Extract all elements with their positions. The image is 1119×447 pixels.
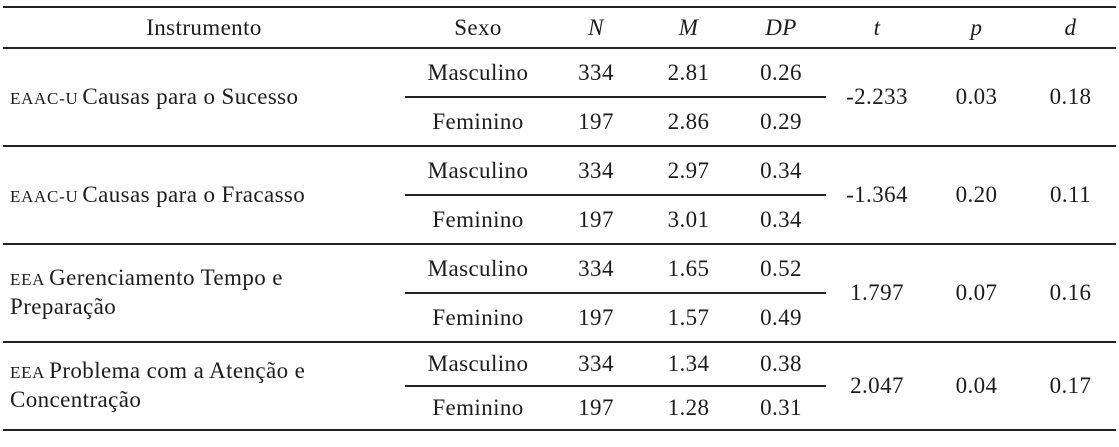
m-cell: 1.34 — [641, 342, 736, 387]
sexo-cell: Masculino — [405, 342, 551, 387]
instrument-name: Problema com a Atenção e Concentração — [10, 358, 306, 412]
column-header-n: N — [551, 7, 641, 49]
p-cell: 0.03 — [955, 84, 998, 109]
instrument-cell: EAAC-U Causas para o Fracasso — [3, 146, 405, 244]
column-header-p: p — [928, 7, 1025, 49]
n-cell: 334 — [551, 244, 641, 294]
instrument-abbr: EAAC-U — [10, 88, 79, 108]
d-cell: 0.11 — [1050, 182, 1091, 207]
statistics-table: Instrumento Sexo N M DP t p d EAAC-U Caus… — [3, 6, 1116, 431]
m-cell: 1.28 — [667, 395, 710, 420]
instrument-cell: EEA Problema com a Atenção e Concentração — [3, 342, 405, 430]
sexo-cell: Feminino — [432, 304, 524, 330]
p-cell: 0.20 — [955, 182, 998, 207]
dp-cell: 0.49 — [760, 304, 802, 330]
t-cell: 1.797 — [850, 280, 904, 305]
masculino-row: EAAC-U Causas para o Fracasso Masculino 3… — [3, 146, 1116, 207]
t-cell: 2.047 — [850, 373, 904, 398]
sexo-cell: Masculino — [405, 48, 551, 98]
feminino-row: Feminino 197 2.86 0.29 — [3, 97, 1116, 146]
column-header-t: t — [826, 7, 928, 49]
n-cell: 197 — [578, 206, 614, 232]
instrument-abbr: EEA — [10, 270, 46, 290]
table-header-row: Instrumento Sexo N M DP t p d — [3, 7, 1116, 49]
n-cell: 197 — [578, 304, 614, 330]
instrument-name: Causas para o Sucesso — [82, 83, 299, 109]
sexo-cell: Feminino — [432, 108, 524, 134]
sexo-cell: Feminino — [432, 395, 524, 420]
dp-cell: 0.38 — [736, 342, 826, 387]
p-cell: 0.04 — [955, 373, 998, 398]
column-header-d: d — [1025, 7, 1116, 49]
instrument-abbr: EAAC-U — [10, 186, 79, 206]
n-cell: 197 — [578, 108, 614, 134]
instrument-cell: EAAC-U Causas para o Sucesso — [3, 48, 405, 146]
d-cell: 0.16 — [1049, 280, 1092, 305]
t-cell: -1.364 — [846, 182, 908, 207]
dp-cell: 0.29 — [760, 108, 802, 134]
dp-cell: 0.26 — [736, 48, 826, 98]
masculino-row: EEA Problema com a Atenção e Concentração… — [3, 342, 1116, 412]
instrument-cell: EEA Gerenciamento Tempo e Preparação — [3, 244, 405, 342]
m-cell: 3.01 — [667, 206, 710, 232]
instrument-block-sucesso: EAAC-U Causas para o Sucesso Masculino 33… — [3, 48, 1116, 146]
feminino-row: Feminino 197 1.57 0.49 — [3, 293, 1116, 342]
feminino-row: Feminino 197 1.28 0.31 — [3, 386, 1116, 430]
d-cell: 0.17 — [1049, 373, 1092, 398]
m-cell: 1.57 — [667, 304, 710, 330]
dp-cell: 0.34 — [736, 146, 826, 196]
n-cell: 334 — [551, 146, 641, 196]
instrument-abbr: EEA — [10, 363, 46, 383]
instrument-block-fracasso: EAAC-U Causas para o Fracasso Masculino 3… — [3, 146, 1116, 244]
sexo-cell: Masculino — [405, 146, 551, 196]
instrument-name: Causas para o Fracasso — [82, 181, 306, 207]
masculino-row: EEA Gerenciamento Tempo e Preparação Masc… — [3, 244, 1116, 319]
dp-cell: 0.52 — [736, 244, 826, 294]
m-cell: 2.81 — [641, 48, 736, 98]
dp-cell: 0.34 — [760, 206, 802, 232]
column-header-sexo: Sexo — [405, 7, 551, 49]
n-cell: 334 — [551, 48, 641, 98]
instrument-block-atencao: EEA Problema com a Atenção e Concentração… — [3, 342, 1116, 430]
n-cell: 197 — [578, 395, 614, 420]
column-header-m: M — [641, 7, 736, 49]
m-cell: 2.97 — [641, 146, 736, 196]
instrument-block-gerenciamento: EEA Gerenciamento Tempo e Preparação Masc… — [3, 244, 1116, 342]
m-cell: 2.86 — [667, 108, 710, 134]
sexo-cell: Masculino — [405, 244, 551, 294]
m-cell: 1.65 — [641, 244, 736, 294]
sexo-cell: Feminino — [432, 206, 524, 232]
p-cell: 0.07 — [955, 280, 998, 305]
t-cell: -2.233 — [846, 84, 908, 109]
n-cell: 334 — [551, 342, 641, 387]
column-header-instrumento: Instrumento — [3, 7, 405, 49]
masculino-row: EAAC-U Causas para o Sucesso Masculino 33… — [3, 48, 1116, 109]
paper-page: Instrumento Sexo N M DP t p d EAAC-U Caus… — [3, 6, 1116, 431]
dp-cell: 0.31 — [760, 395, 802, 420]
feminino-row: Feminino 197 3.01 0.34 — [3, 195, 1116, 244]
column-header-dp: DP — [736, 7, 826, 49]
d-cell: 0.18 — [1049, 84, 1092, 109]
instrument-name: Gerenciamento Tempo e Preparação — [10, 265, 283, 319]
